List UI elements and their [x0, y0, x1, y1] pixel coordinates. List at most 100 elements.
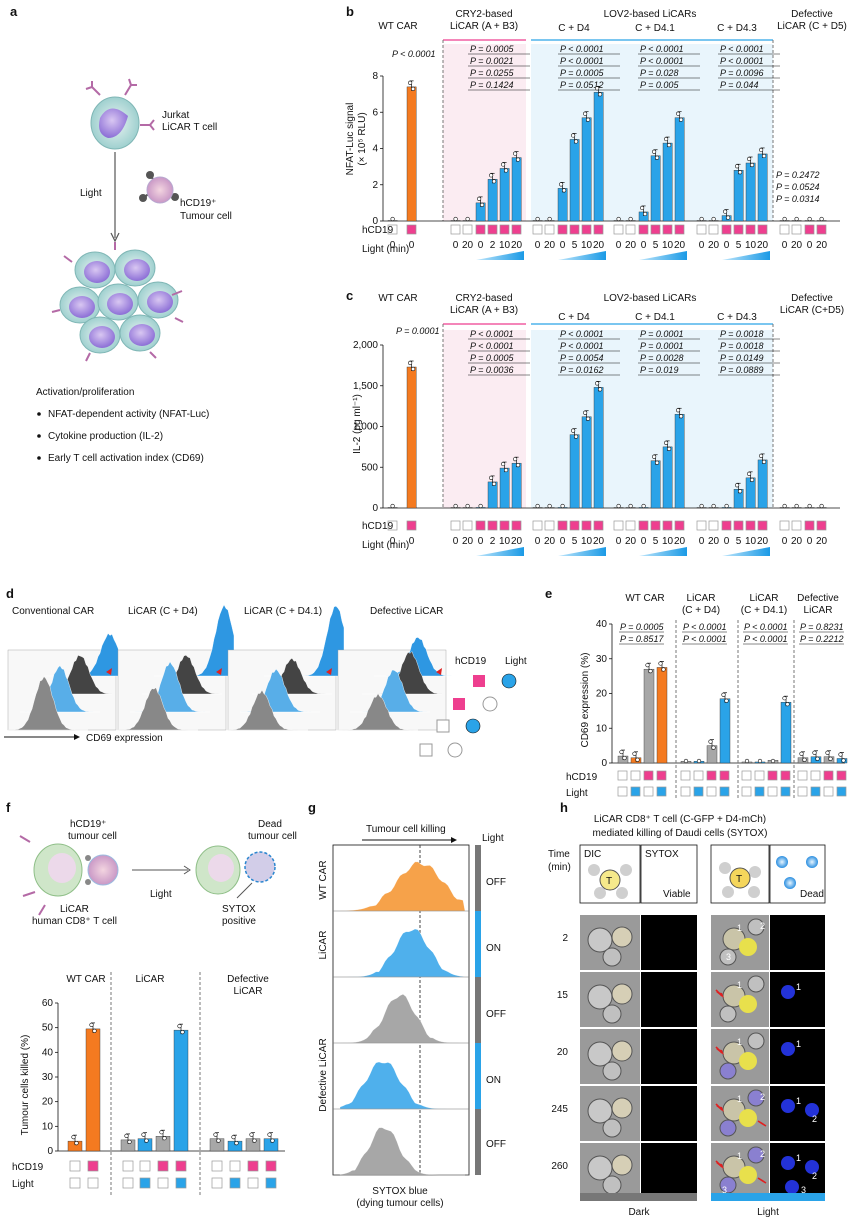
b-tick-label: 8	[372, 71, 378, 82]
e-point	[757, 758, 763, 764]
b-light-min: 20	[791, 240, 803, 251]
b-point	[573, 139, 579, 144]
licar-t-cell-label: LiCAR T cell	[162, 122, 217, 133]
f-group-licar: LiCAR	[136, 974, 165, 985]
e-tick-label: 20	[596, 689, 608, 700]
b-point	[722, 209, 728, 214]
f-tick-label: 0	[47, 1146, 53, 1157]
d-histogram-3-2	[362, 651, 443, 695]
f-point	[177, 1024, 182, 1029]
e-light-box	[754, 786, 765, 797]
c-hcd19-box	[779, 520, 790, 531]
c-point	[746, 471, 752, 476]
b-ylabel2: (× 10⁵ RLU)	[357, 112, 368, 165]
b-point	[725, 215, 731, 220]
b-point	[675, 111, 681, 116]
b-light-min: 20	[674, 240, 686, 251]
h-sytox-num: 3	[801, 1185, 806, 1195]
b-point	[489, 173, 494, 178]
b-point	[734, 164, 740, 169]
e-hcd19-box	[693, 770, 704, 781]
p-value: P = 0.019	[640, 365, 678, 375]
p-value: P < 0.0001	[640, 44, 683, 54]
panel-g-flow: Tumour cell killing Light WT CAR LiCAR D…	[318, 824, 506, 1209]
b-bar-c-d4-1-4	[662, 142, 673, 222]
b-point	[654, 155, 660, 160]
p-value: P = 0.0512	[560, 80, 603, 90]
c-hcd19-box	[662, 520, 673, 531]
b-bar-c-d4-3	[569, 139, 580, 222]
b-group-c-d41: C + D4.1	[635, 23, 675, 34]
e-hcd19-box	[823, 770, 834, 781]
d-legend-symbols	[419, 673, 517, 758]
f-point	[249, 1132, 254, 1137]
c-hcd19-box	[406, 520, 417, 531]
e-point	[721, 692, 726, 697]
h-red-arrow	[715, 989, 723, 997]
c-light-min: 5	[572, 536, 578, 547]
c-light-min: 0	[807, 536, 813, 547]
c-point	[573, 434, 579, 439]
c-point	[465, 503, 470, 509]
p-value: P = 0.0001	[640, 329, 683, 339]
c-hcd19-box	[544, 520, 555, 531]
c-hcd19-box	[721, 520, 732, 531]
h-dark-cell	[602, 1004, 622, 1024]
h-time: Time	[548, 849, 570, 860]
b-light-min: 0	[560, 240, 566, 251]
c-hcd19-box	[462, 520, 473, 531]
b-light-min: 0	[409, 240, 415, 251]
b-hcd19-box	[450, 224, 461, 235]
c-point	[807, 503, 812, 509]
d-histogram-3-0	[338, 693, 418, 731]
h-sytox-num: 2	[812, 1114, 817, 1124]
b-bar-c-d4-3-4	[745, 162, 756, 222]
b-row-hcd19: hCD19	[362, 225, 394, 236]
c-row-hcd19: hCD19	[362, 521, 394, 532]
f-sytox: SYTOX	[222, 904, 256, 915]
h-cell-num: 2	[760, 921, 765, 931]
c-hcd19-box	[745, 520, 756, 531]
e-point	[812, 750, 817, 755]
h-light-cell	[719, 1005, 737, 1023]
f-light-box	[87, 1177, 99, 1189]
e-point	[622, 755, 627, 761]
b-bar-c-d4-3-5	[757, 153, 768, 222]
p-value: P = 0.0524	[776, 182, 819, 192]
h-time-label: 15	[557, 990, 569, 1001]
g-histogram-2	[339, 994, 465, 1044]
c-hcd19-box	[625, 520, 636, 531]
b-point	[746, 156, 752, 162]
f-point	[267, 1132, 272, 1137]
e-p-value: P = 0.8517	[620, 634, 664, 644]
c-light-min: 20	[625, 536, 637, 547]
h-dark-sytox-frame	[641, 972, 697, 1027]
c-point	[560, 503, 565, 509]
b-bar-cry2-a-b3-3	[487, 179, 498, 222]
c-group-c-d41: C + D4.1	[635, 312, 675, 323]
b-hcd19-box	[557, 224, 568, 235]
p-value: P = 0.2472	[776, 170, 819, 180]
c-bar-c-d4-1-4	[662, 446, 673, 509]
b-hcd19-box	[487, 224, 498, 235]
e-light-box	[810, 786, 821, 797]
f-point	[162, 1136, 167, 1141]
h-dark-sytox-frame	[641, 1143, 697, 1198]
e-point	[635, 757, 640, 762]
e-row-light: Light	[566, 788, 588, 799]
jurkat-cell-illustration	[85, 78, 155, 150]
e-point	[658, 661, 663, 666]
e-hcd19-box	[630, 770, 641, 781]
c-light-min: 20	[791, 536, 803, 547]
b-point	[678, 117, 684, 122]
h-t-dark: T	[606, 876, 612, 887]
p-value: P < 0.0001	[560, 44, 603, 54]
p-value: P = 0.0162	[560, 365, 603, 375]
c-light-min: 0	[478, 536, 484, 547]
b-point	[480, 202, 485, 207]
b-light-min: 20	[757, 240, 769, 251]
b-light-min: 0	[699, 240, 705, 251]
f-light-box	[69, 1177, 81, 1189]
b-point	[819, 216, 824, 222]
b-point	[561, 188, 567, 193]
